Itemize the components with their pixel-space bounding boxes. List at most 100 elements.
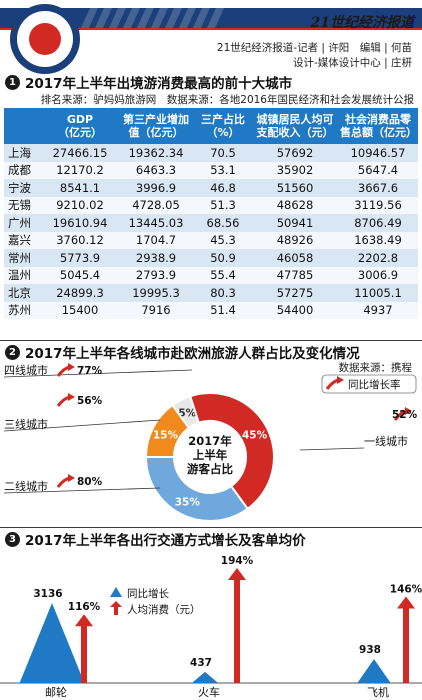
table-cell: 80.3 [194, 284, 252, 302]
city-name: 北京 [4, 284, 42, 302]
spend-triangle [357, 659, 391, 683]
column-header: GDP （亿元） [42, 108, 118, 144]
table-cell: 12170.2 [42, 161, 118, 179]
table-cell: 2793.9 [118, 266, 194, 284]
transport-category-label: 邮轮 [45, 685, 67, 699]
donut-center-title: 上半年 [193, 448, 228, 462]
growth-value-label: 194% [221, 555, 254, 567]
paper-name: 21世纪经济报道 [310, 15, 414, 31]
growth-label: 56% [77, 395, 103, 407]
credit-line-2: 设计-媒体设计中心 | 庄枅 [292, 57, 412, 69]
leader-line [3, 419, 161, 432]
city-name: 嘉兴 [4, 231, 42, 249]
growth-arrow-head [228, 568, 246, 580]
spend-triangle [191, 671, 219, 683]
growth-arrow-shaft [403, 606, 409, 683]
city-tier-label: 三线城市 [4, 417, 48, 431]
table-row: 上海 27466.15 19362.34 70.5 57692 10946.57 [4, 144, 418, 162]
leader-line [3, 369, 193, 378]
table-cell: 1638.49 [338, 231, 418, 249]
table-cell: 55.4 [194, 266, 252, 284]
growth-arrow-icon [56, 393, 75, 407]
growth-arrow-icon [56, 474, 75, 488]
table-cell: 46058 [252, 249, 338, 267]
table-cell: 50.9 [194, 249, 252, 267]
growth-label: 77% [77, 365, 103, 377]
table-cell: 54400 [252, 301, 338, 319]
credit-line-1: 21世纪经济报道-记者 | 许阳 编辑 | 何苗 [216, 42, 412, 54]
city-name: 无锡 [4, 196, 42, 214]
section-2-number: 2 [5, 344, 20, 360]
roundel-logo [10, 4, 80, 74]
column-header: 社会消费品零 售总额（亿元） [338, 108, 418, 144]
table-cell: 47785 [252, 266, 338, 284]
city-name: 上海 [4, 144, 42, 162]
section-3-title-text: 2017年上半年各出行交通方式增长及客单均价 [25, 533, 306, 549]
table-cell: 51.3 [194, 196, 252, 214]
city-tier-label: 二线城市 [4, 479, 48, 493]
table-cell: 19362.34 [118, 144, 194, 162]
table-cell: 3119.56 [338, 196, 418, 214]
slice-value-label: 45% [242, 429, 268, 441]
growth-value-label: 146% [390, 583, 422, 595]
section-2-title-text: 2017年上半年各线城市赴欧洲旅游人群占比及变化情况 [25, 346, 360, 362]
table-cell: 9210.02 [42, 196, 118, 214]
table-cell: 35902 [252, 161, 338, 179]
city-tier-label: 四线城市 [4, 363, 48, 377]
growth-arrow-shaft [234, 578, 240, 683]
table-cell: 19610.94 [42, 214, 118, 232]
table-cell: 3006.9 [338, 266, 418, 284]
donut-center-title: 2017年 [188, 434, 232, 448]
table-cell: 3996.9 [118, 179, 194, 197]
section-3-number: 3 [5, 531, 20, 547]
table-cell: 46.8 [194, 179, 252, 197]
table-cell: 8541.1 [42, 179, 118, 197]
growth-label: 80% [77, 476, 103, 488]
table-row: 温州 5045.4 2793.9 55.4 47785 3006.9 [4, 266, 418, 284]
donut-slice [144, 456, 250, 522]
spend-triangle [19, 603, 85, 683]
table-cell: 3667.6 [338, 179, 418, 197]
legend-triangle-icon [110, 587, 122, 597]
table-cell: 51.4 [194, 301, 252, 319]
leader-line [3, 487, 161, 494]
table-header-row: GDP （亿元） 第三产业增加 值（亿元） 三产占比 （%） 城镇居民人均可 支配收入（元）社… [4, 108, 418, 144]
table-cell: 3760.12 [42, 231, 118, 249]
city-name: 宁波 [4, 179, 42, 197]
table-cell: 7916 [118, 301, 194, 319]
table-row: 苏州 15400 7916 51.4 54400 4937 [4, 301, 418, 319]
section-divider [0, 340, 422, 341]
section-2-source: 数据来源：携程 [338, 362, 413, 374]
section-1-title-text: 2017年上半年出境游消费最高的前十大城市 [25, 76, 293, 92]
table-row: 嘉兴 3760.12 1704.7 45.3 48926 1638.49 [4, 231, 418, 249]
table-cell: 2938.9 [118, 249, 194, 267]
city-name: 温州 [4, 266, 42, 284]
table-cell: 57275 [252, 284, 338, 302]
growth-arrow-icon [393, 407, 412, 421]
table-cell: 5647.4 [338, 161, 418, 179]
legend-arrow-icon [325, 376, 344, 390]
table-cell: 24899.3 [42, 284, 118, 302]
table-cell: 15400 [42, 301, 118, 319]
section-3-title: 3 2017年上半年各出行交通方式增长及客单均价 [0, 529, 422, 549]
legend-label: 同比增长 [127, 587, 169, 600]
growth-label: 52% [392, 409, 418, 421]
table-cell: 2202.8 [338, 249, 418, 267]
city-table: GDP （亿元） 第三产业增加 值（亿元） 三产占比 （%） 城镇居民人均可 支配收入（元）社… [4, 108, 418, 319]
spend-value-label: 437 [190, 657, 212, 669]
legend-label: 人均消费（元） [127, 603, 201, 616]
column-header: 三产占比 （%） [194, 108, 252, 144]
table-cell: 27466.15 [42, 144, 118, 162]
legend-up-arrow-icon [110, 601, 122, 615]
donut-slice [144, 403, 191, 458]
spend-value-label: 938 [359, 644, 381, 656]
city-name: 苏州 [4, 301, 42, 319]
table-cell: 70.5 [194, 144, 252, 162]
leader-line [299, 447, 365, 451]
table-cell: 57692 [252, 144, 338, 162]
table-row: 北京 24899.3 19995.3 80.3 57275 11005.1 [4, 284, 418, 302]
section-1-title: 1 2017年上半年出境游消费最高的前十大城市 [0, 72, 422, 92]
table-cell: 48628 [252, 196, 338, 214]
table-cell: 53.1 [194, 161, 252, 179]
